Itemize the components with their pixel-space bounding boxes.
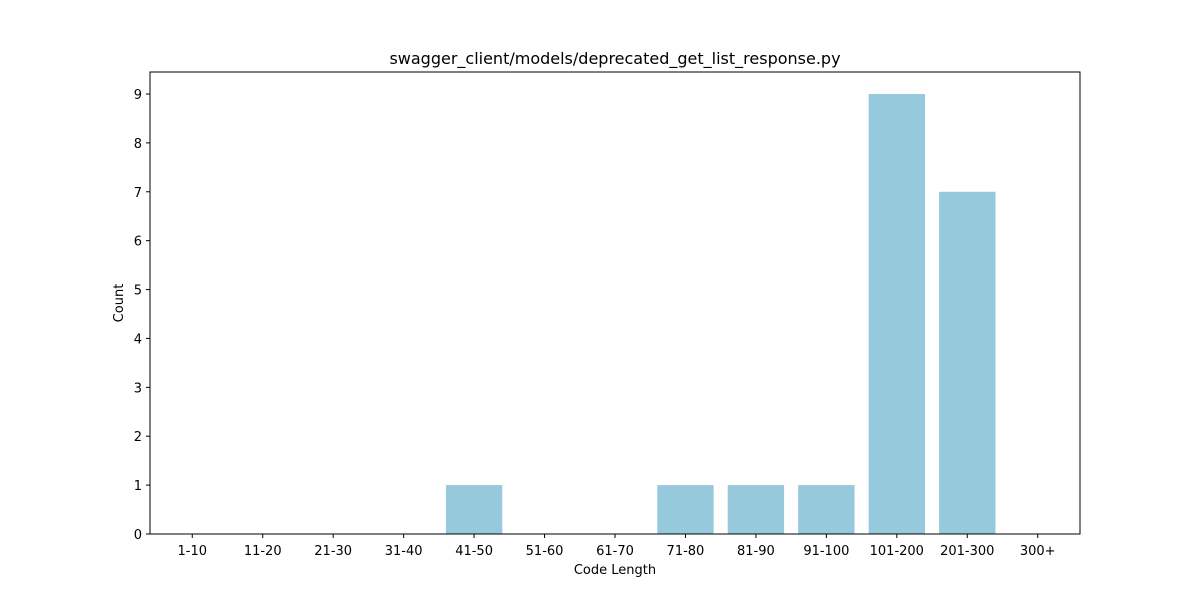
x-tick-label: 71-80	[667, 544, 705, 559]
x-tick-label: 41-50	[455, 544, 493, 559]
x-tick-label: 21-30	[314, 544, 352, 559]
x-tick-label: 61-70	[596, 544, 634, 559]
y-tick-label: 9	[134, 88, 142, 103]
y-axis-label: Count	[112, 284, 127, 323]
x-tick-label: 31-40	[385, 544, 423, 559]
bar	[727, 485, 785, 534]
y-tick-label: 8	[134, 137, 142, 152]
x-tick-label: 51-60	[526, 544, 564, 559]
chart-title: swagger_client/models/deprecated_get_lis…	[389, 49, 840, 69]
bar	[939, 191, 996, 534]
bar	[798, 485, 855, 534]
x-tick-label: 91-100	[803, 544, 849, 559]
y-axis: 0 1 2 3 4 5 6 7 8 9	[134, 88, 150, 543]
y-tick-label: 3	[134, 381, 142, 396]
bar	[657, 485, 714, 534]
y-tick-label: 1	[134, 479, 142, 494]
x-tick-label: 81-90	[737, 544, 775, 559]
x-tick-label: 1-10	[178, 544, 208, 559]
y-tick-label: 5	[134, 284, 142, 299]
y-tick-label: 2	[134, 430, 142, 445]
x-tick-label: 201-300	[940, 544, 994, 559]
y-tick-label: 0	[134, 528, 142, 543]
x-tick-label: 300+	[1020, 544, 1056, 559]
x-tick-label: 101-200	[870, 544, 924, 559]
bars-layer	[445, 94, 996, 534]
x-tick-label: 11-20	[244, 544, 282, 559]
x-axis-label: Code Length	[574, 563, 656, 578]
bar	[868, 94, 925, 534]
y-tick-label: 7	[134, 186, 142, 201]
y-tick-label: 6	[134, 235, 142, 250]
x-axis: 1-10 11-20 21-30 31-40 41-50 51-60 61-70 71-80 8…	[178, 534, 1056, 559]
y-tick-label: 4	[134, 332, 142, 347]
bar	[445, 485, 503, 534]
